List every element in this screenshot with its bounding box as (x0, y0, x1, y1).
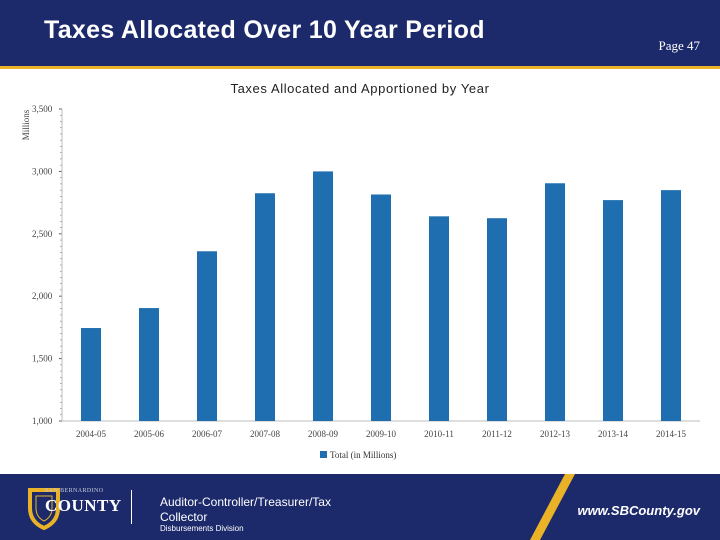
legend-swatch (320, 451, 327, 458)
y-tick-label: 2,500 (32, 229, 53, 239)
page-title: Taxes Allocated Over 10 Year Period (44, 16, 485, 44)
header-bar: Taxes Allocated Over 10 Year Period Page… (0, 0, 720, 66)
y-tick-label: 1,000 (32, 416, 53, 426)
x-tick-label: 2010-11 (424, 429, 454, 439)
x-tick-label: 2008-09 (308, 429, 338, 439)
page-number: Page 47 (658, 38, 700, 53)
bar-2005-06 (139, 308, 159, 421)
x-tick-label: 2013-14 (598, 429, 628, 439)
bar-2010-11 (429, 216, 449, 421)
bar-2014-15 (661, 190, 681, 421)
x-tick-label: 2006-07 (192, 429, 222, 439)
x-tick-label: 2014-15 (656, 429, 686, 439)
accent-stripe (0, 66, 720, 69)
bar-chart: Taxes Allocated and Apportioned by Year … (21, 81, 700, 460)
y-axis-label: Millions (21, 109, 31, 140)
logo-small-text: SAN BERNARDINO (45, 488, 104, 494)
bar-2008-09 (313, 171, 333, 421)
y-tick-label: 1,500 (32, 354, 53, 364)
x-tick-label: 2005-06 (134, 429, 164, 439)
department-name: Auditor-Controller/Treasurer/Tax Collect… (160, 495, 331, 524)
legend-label: Total (in Millions) (330, 450, 396, 460)
county-shield-icon (28, 488, 60, 531)
footer-bar: SAN BERNARDINO COUNTY Auditor-Controller… (0, 474, 720, 540)
x-tick-label: 2011-12 (482, 429, 512, 439)
division-name: Disbursements Division (160, 524, 244, 533)
y-tick-label: 2,000 (32, 291, 53, 301)
bar-2011-12 (487, 218, 507, 421)
y-tick-label: 3,500 (32, 104, 53, 114)
x-tick-label: 2004-05 (76, 429, 106, 439)
county-logo (24, 484, 134, 531)
bar-2009-10 (371, 194, 391, 421)
logo-text: COUNTY (45, 496, 122, 515)
bar-2004-05 (81, 328, 101, 421)
footer-divider (131, 490, 132, 524)
y-tick-label: 3,000 (32, 166, 53, 176)
footer-gold-wedge (530, 474, 575, 540)
chart-title: Taxes Allocated and Apportioned by Year (230, 81, 489, 96)
bar-2007-08 (255, 193, 275, 421)
bar-2012-13 (545, 183, 565, 421)
website-link[interactable]: www.SBCounty.gov (577, 503, 700, 518)
x-tick-label: 2007-08 (250, 429, 280, 439)
bar-2006-07 (197, 251, 217, 421)
bar-2013-14 (603, 200, 623, 421)
x-tick-label: 2009-10 (366, 429, 396, 439)
x-tick-label: 2012-13 (540, 429, 570, 439)
